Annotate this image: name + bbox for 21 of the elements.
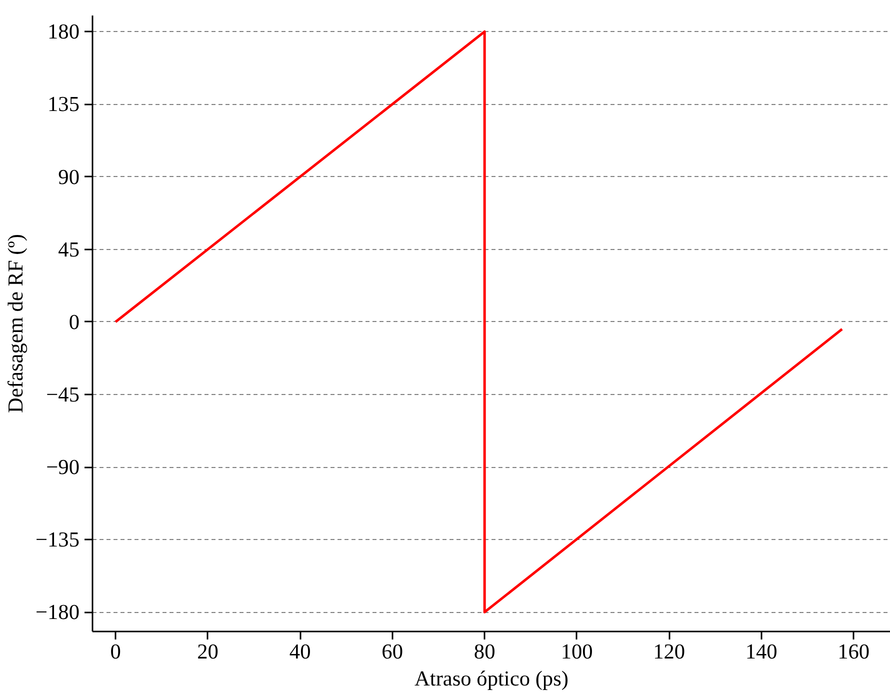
y-tick-label: −180 bbox=[35, 600, 80, 624]
y-tick-label: 90 bbox=[58, 164, 80, 189]
y-tick-label: 45 bbox=[58, 237, 80, 262]
x-tick-label: 20 bbox=[197, 640, 218, 664]
y-tick-label: −135 bbox=[35, 528, 80, 552]
y-tick-label: 0 bbox=[68, 310, 80, 334]
x-tick-label: 140 bbox=[745, 640, 778, 664]
y-tick-label: 135 bbox=[48, 92, 80, 116]
x-tick-label: 60 bbox=[382, 640, 403, 664]
x-tick-label: 160 bbox=[838, 640, 870, 664]
line-series bbox=[114, 30, 844, 614]
x-axis-title: Atraso óptico (ps) bbox=[414, 666, 569, 690]
x-tick-label: 120 bbox=[653, 640, 686, 664]
x-tick-label: 80 bbox=[474, 640, 496, 664]
x-tick-label: 0 bbox=[110, 640, 121, 664]
x-tick-label: 40 bbox=[289, 640, 311, 664]
x-tick-label: 100 bbox=[560, 640, 593, 664]
y-tick-label: −45 bbox=[46, 382, 80, 406]
y-tick-label: 180 bbox=[48, 20, 80, 44]
y-tick-label: −90 bbox=[46, 455, 80, 480]
y-axis-title: Defasagem de RF (º) bbox=[3, 234, 28, 413]
